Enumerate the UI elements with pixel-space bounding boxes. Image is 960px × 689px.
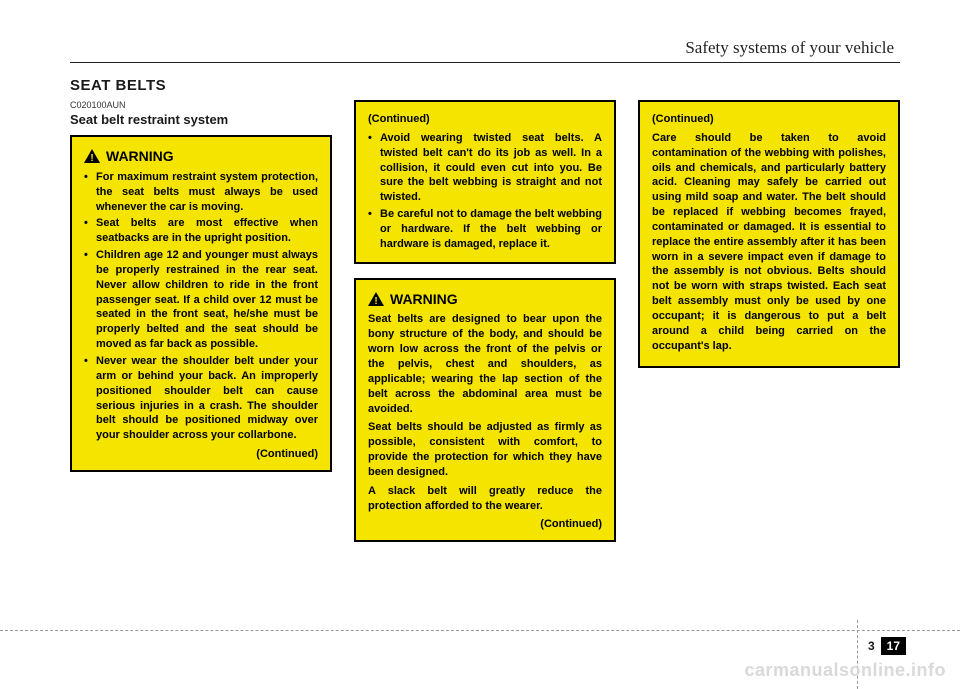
doc-code: C020100AUN bbox=[70, 100, 332, 110]
subheading: Seat belt restraint system bbox=[70, 112, 332, 127]
warning-box-2: (Continued) Avoid wearing twisted seat b… bbox=[354, 100, 616, 264]
chapter-header: Safety systems of your vehicle bbox=[70, 38, 900, 58]
page-num: 17 bbox=[881, 637, 906, 655]
page-number: 3 17 bbox=[862, 637, 906, 655]
warning-box-3: ! WARNING Seat belts are designed to bea… bbox=[354, 278, 616, 543]
warning-paragraph: A slack belt will greatly reduce the pro… bbox=[368, 484, 602, 514]
svg-text:!: ! bbox=[374, 296, 377, 306]
section-title: SEAT BELTS bbox=[70, 77, 900, 94]
warning-label: WARNING bbox=[106, 147, 174, 166]
column-2: (Continued) Avoid wearing twisted seat b… bbox=[354, 100, 616, 542]
continued-marker: (Continued) bbox=[368, 112, 602, 127]
continued-marker: (Continued) bbox=[652, 112, 886, 127]
warning-item: Be careful not to damage the belt webbin… bbox=[368, 207, 602, 252]
warning-paragraph: Care should be taken to avoid contaminat… bbox=[652, 131, 886, 354]
warning-paragraph: Seat belts are designed to bear upon the… bbox=[368, 312, 602, 416]
warning-icon: ! bbox=[84, 149, 100, 163]
warning-box-4: (Continued) Care should be taken to avoi… bbox=[638, 100, 900, 368]
cut-line-horizontal bbox=[0, 630, 960, 631]
warning-item: For maximum restraint system protection,… bbox=[84, 170, 318, 215]
column-1: C020100AUN Seat belt restraint system ! … bbox=[70, 100, 332, 542]
svg-text:!: ! bbox=[90, 153, 93, 163]
warning-icon: ! bbox=[368, 292, 384, 306]
watermark: carmanualsonline.info bbox=[744, 660, 946, 681]
warning-title: ! WARNING bbox=[368, 290, 602, 309]
warning-title: ! WARNING bbox=[84, 147, 318, 166]
warning-box-1: ! WARNING For maximum restraint system p… bbox=[70, 135, 332, 472]
continued-marker: (Continued) bbox=[84, 447, 318, 462]
warning-item: Avoid wearing twisted seat belts. A twis… bbox=[368, 131, 602, 205]
warning-item: Seat belts are most effective when seatb… bbox=[84, 216, 318, 246]
warning-label: WARNING bbox=[390, 290, 458, 309]
warning-item: Never wear the shoulder belt under your … bbox=[84, 354, 318, 443]
warning-item: Children age 12 and younger must always … bbox=[84, 248, 318, 352]
header-rule bbox=[70, 62, 900, 63]
page-section: 3 bbox=[862, 637, 881, 655]
column-3: (Continued) Care should be taken to avoi… bbox=[638, 100, 900, 542]
continued-marker: (Continued) bbox=[368, 517, 602, 532]
warning-paragraph: Seat belts should be adjusted as firmly … bbox=[368, 420, 602, 479]
